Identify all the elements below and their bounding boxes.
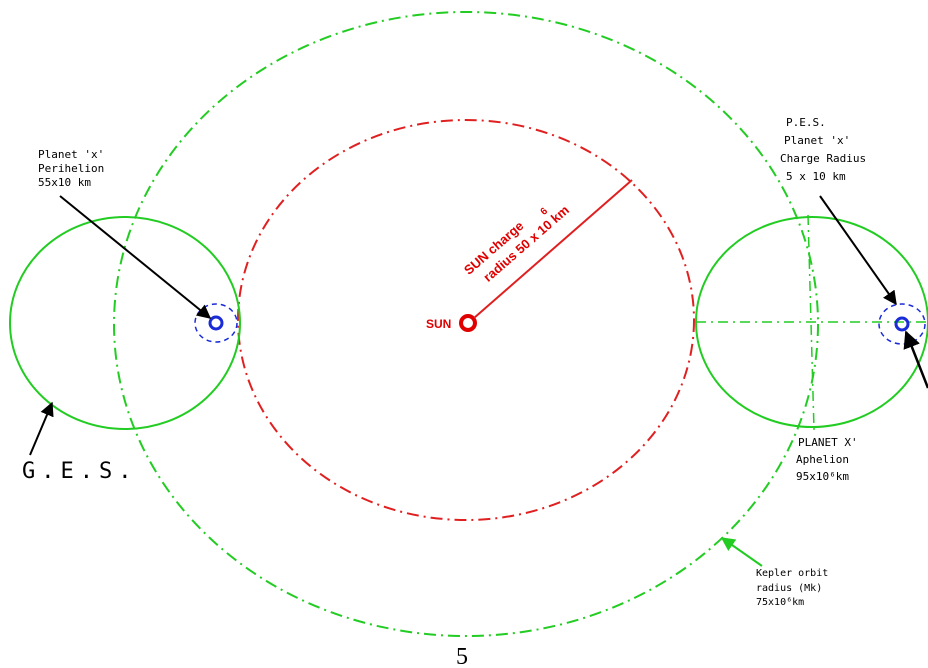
- ges-circle-left: [9, 216, 241, 430]
- sun: [459, 314, 477, 332]
- sun-charge-radius-line: [473, 179, 633, 319]
- aphelion-arrow: [903, 330, 928, 389]
- sun-charge-orbit: [237, 119, 695, 521]
- planet-aphelion: [878, 303, 926, 345]
- perihelion-label: Planet 'x' Perihelion 55x10 km: [38, 148, 111, 189]
- perihelion-arrow: [59, 195, 212, 319]
- planet-perihelion: [194, 303, 238, 343]
- ges-label: G.E.S.: [22, 459, 137, 484]
- svg-text:6: 6: [539, 205, 551, 217]
- pes-label: P.E.S. Planet 'x' Charge Radius 5 x 10 k…: [780, 116, 873, 183]
- aphelion-label: PLANET X' Aphelion 95x10⁶km: [796, 436, 864, 483]
- sun-label: SUN: [426, 317, 451, 331]
- page-number: 5: [456, 644, 468, 668]
- kepler-label: Kepler orbit radius (Mk) 75x10⁶km: [756, 568, 834, 608]
- ges-arrow: [29, 401, 54, 456]
- kepler-arrow: [720, 537, 763, 567]
- kepler-orbit: [113, 11, 819, 637]
- aphelion-vertical-axis: [807, 214, 815, 431]
- pes-arrow: [819, 195, 897, 306]
- sun-charge-label: SUN charge radius 50 x 10 km 6: [461, 202, 572, 284]
